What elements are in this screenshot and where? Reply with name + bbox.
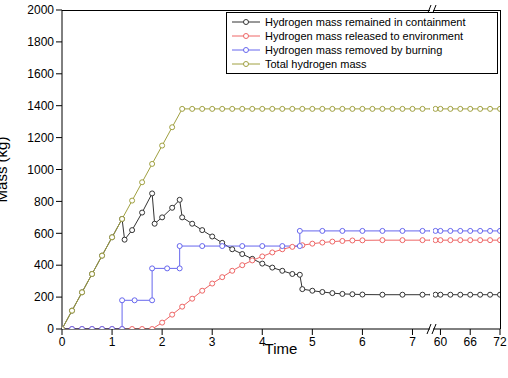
svg-text:Mass (kg): Mass (kg) — [8, 137, 10, 203]
html-text:Time: Time — [264, 340, 298, 357]
svg-text:1600: 1600 — [27, 67, 54, 81]
svg-text:72: 72 — [493, 335, 500, 349]
html-text:Total hydrogen mass: Total hydrogen mass — [265, 58, 367, 70]
svg-text:3: 3 — [209, 335, 216, 349]
svg-text:400: 400 — [34, 258, 54, 272]
svg-text:66: 66 — [464, 335, 478, 349]
svg-text:60: 60 — [434, 335, 448, 349]
svg-text:4: 4 — [258, 334, 266, 349]
svg-text:1200: 1200 — [27, 131, 54, 145]
svg-text:1: 1 — [109, 335, 116, 349]
svg-text:2: 2 — [159, 335, 166, 349]
html-text:Hydrogen mass removed by burni: Hydrogen mass removed by burning — [265, 44, 443, 56]
svg-text:800: 800 — [34, 195, 54, 209]
svg-text:0: 0 — [47, 322, 54, 336]
svg-text:600: 600 — [34, 227, 54, 241]
svg-text:0: 0 — [59, 335, 66, 349]
svg-text:5: 5 — [309, 335, 316, 349]
html-text:Hydrogen mass remained in cont: Hydrogen mass remained in containment — [265, 16, 466, 28]
html-text:Hydrogen mass released to envi: Hydrogen mass released to environment — [265, 30, 464, 42]
svg-text:2000: 2000 — [27, 3, 54, 17]
svg-text:7: 7 — [409, 335, 416, 349]
svg-text:1000: 1000 — [27, 163, 54, 177]
svg-text:200: 200 — [34, 290, 54, 304]
svg-text:1800: 1800 — [27, 35, 54, 49]
svg-text:6: 6 — [359, 335, 366, 349]
svg-text:1400: 1400 — [27, 99, 54, 113]
